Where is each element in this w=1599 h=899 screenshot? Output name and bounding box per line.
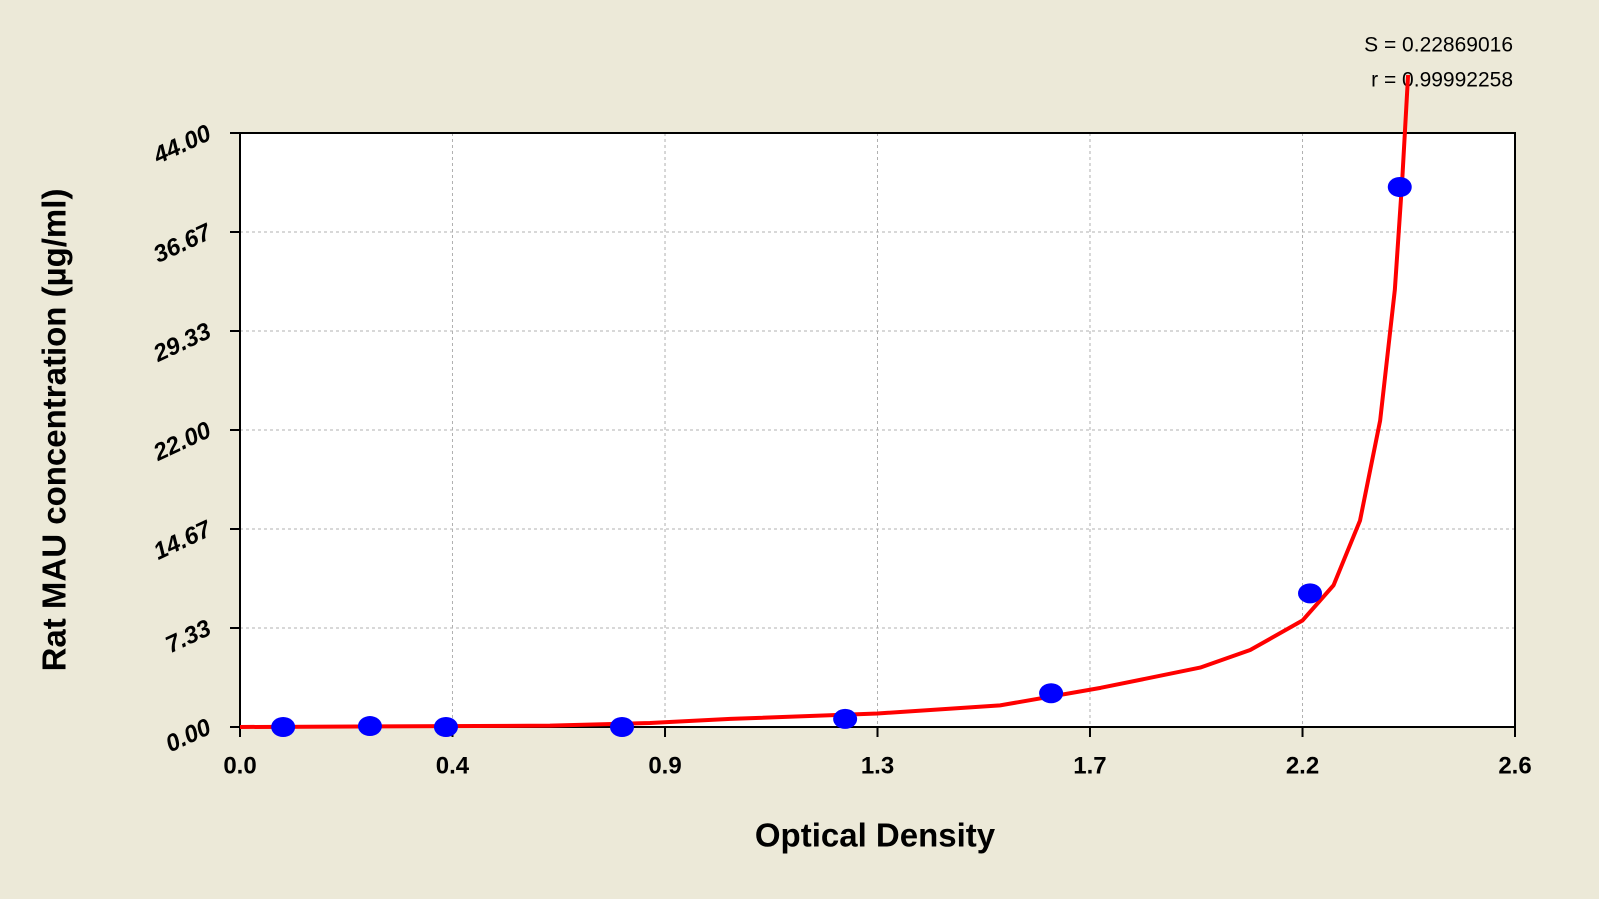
data-point xyxy=(357,716,382,737)
data-point xyxy=(610,717,635,737)
y-tick-label: 36.67 xyxy=(149,218,216,269)
data-point xyxy=(1039,683,1064,704)
x-tick-label: 2.2 xyxy=(1286,752,1319,779)
grid xyxy=(230,132,1516,737)
data-point xyxy=(1298,583,1323,604)
annotation: S = 0.22869016 xyxy=(1364,34,1513,57)
plot-frame xyxy=(239,132,1516,728)
y-tick-label: 7.33 xyxy=(161,614,215,658)
x-tick-label: 2.6 xyxy=(1498,752,1531,779)
x-tick-label: 1.3 xyxy=(861,752,894,779)
y-tick-label: 44.00 xyxy=(148,119,215,170)
x-tick-label: 1.7 xyxy=(1073,752,1106,779)
x-axis-title: Optical Density xyxy=(755,817,996,854)
data-point xyxy=(433,717,458,737)
y-tick-label: 29.33 xyxy=(148,317,215,368)
x-tick-label: 0.9 xyxy=(648,752,681,779)
data-point xyxy=(833,708,858,729)
y-tick-label: 0.00 xyxy=(161,713,215,757)
data-point xyxy=(1387,177,1412,197)
marks xyxy=(239,74,1412,737)
y-tick-label: 14.67 xyxy=(149,515,216,566)
fit-curve xyxy=(239,74,1411,729)
annotation: r = 0.99992258 xyxy=(1371,69,1513,92)
x-tick-label: 0.0 xyxy=(223,752,256,779)
data-point xyxy=(271,717,296,737)
y-axis-title: Rat MAU concentration (µg/ml) xyxy=(36,189,73,672)
y-tick-label: 22.00 xyxy=(148,416,215,467)
x-tick-label: 0.4 xyxy=(436,752,470,779)
